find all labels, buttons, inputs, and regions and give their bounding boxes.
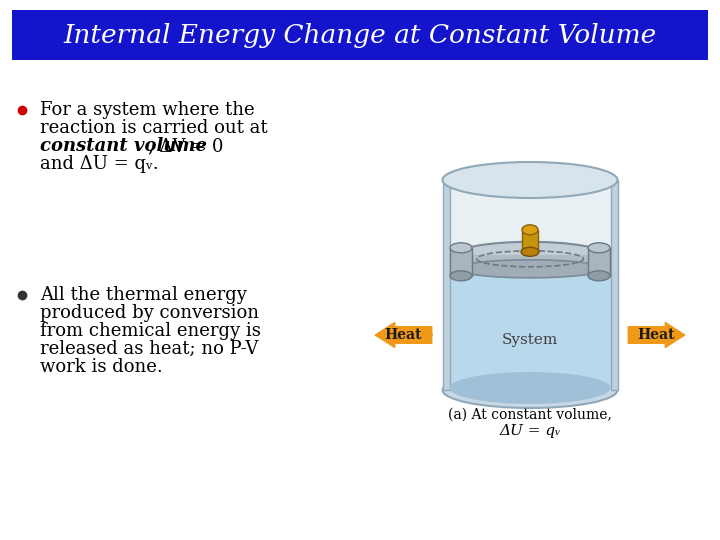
Text: produced by conversion: produced by conversion (40, 304, 259, 322)
FancyArrowPatch shape (629, 322, 685, 348)
Ellipse shape (456, 242, 604, 268)
Bar (522, 230, 538, 252)
Ellipse shape (521, 247, 539, 256)
Text: Heat: Heat (638, 328, 675, 342)
Bar (611, 180, 618, 390)
Text: Internal Energy Change at Constant Volume: Internal Energy Change at Constant Volum… (63, 24, 657, 49)
Bar (12, 10, 708, 60)
Ellipse shape (443, 162, 618, 198)
Bar (443, 180, 449, 390)
Bar (450, 248, 472, 276)
Text: and ΔU = qᵥ.: and ΔU = qᵥ. (40, 155, 158, 173)
Ellipse shape (443, 372, 618, 408)
Ellipse shape (449, 372, 611, 404)
Text: from chemical energy is: from chemical energy is (40, 322, 261, 340)
Bar (449, 260, 611, 390)
Text: released as heat; no P-V: released as heat; no P-V (40, 340, 258, 358)
FancyArrowPatch shape (375, 322, 432, 348)
Ellipse shape (456, 260, 604, 278)
Ellipse shape (450, 271, 472, 281)
Ellipse shape (449, 249, 611, 271)
Bar (588, 248, 610, 276)
Text: constant volume: constant volume (40, 137, 207, 155)
Ellipse shape (588, 271, 610, 281)
Text: System: System (502, 333, 558, 347)
Text: (a) At constant volume,: (a) At constant volume, (448, 408, 612, 422)
Ellipse shape (522, 225, 538, 235)
Text: ΔU = qᵥ: ΔU = qᵥ (499, 424, 561, 438)
Text: Heat: Heat (384, 328, 422, 342)
Ellipse shape (450, 243, 472, 253)
Text: For a system where the: For a system where the (40, 101, 255, 119)
Bar (456, 255, 604, 269)
Text: reaction is carried out at: reaction is carried out at (40, 119, 268, 137)
Ellipse shape (588, 243, 610, 253)
Text: , ΔV = 0: , ΔV = 0 (148, 137, 223, 155)
Bar (443, 180, 618, 390)
Text: All the thermal energy: All the thermal energy (40, 286, 247, 304)
Text: work is done.: work is done. (40, 358, 163, 376)
